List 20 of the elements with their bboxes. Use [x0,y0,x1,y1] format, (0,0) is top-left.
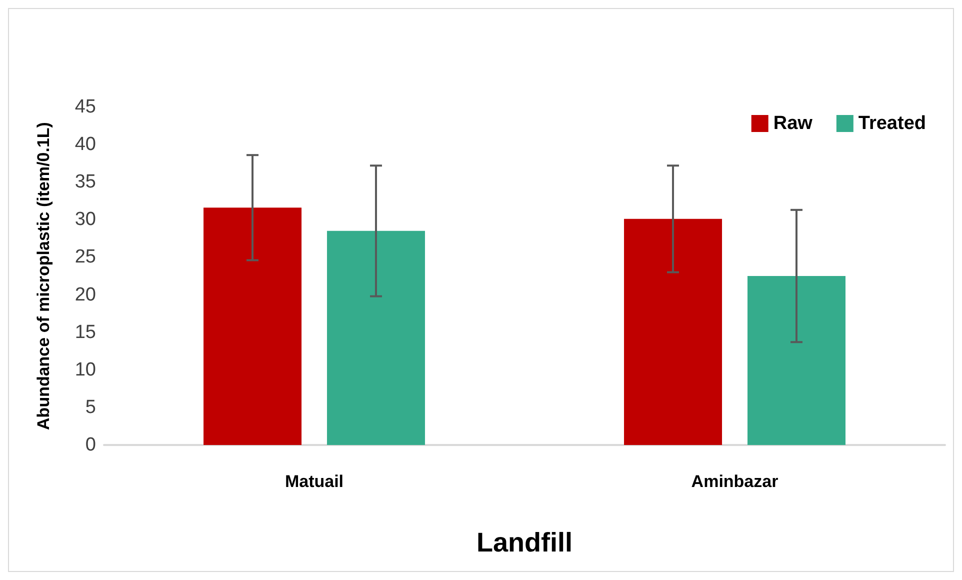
y-tick-label: 40 [74,134,96,156]
y-tick-label: 45 [74,96,96,118]
bar [747,276,846,445]
y-tick-label: 20 [74,284,96,306]
y-tick-label: 30 [74,209,96,230]
bar [204,208,302,445]
legend-label: Raw [773,113,813,134]
y-tick-label: 25 [74,246,96,268]
y-tick-label: 0 [85,434,96,456]
bar [624,218,722,445]
legend-label: Treated [858,113,926,134]
x-tick-label: Aminbazar [691,472,779,491]
y-tick-label: 15 [74,322,96,343]
bar [326,230,425,445]
y-tick-label: 5 [85,396,96,418]
x-tick-label: Matuail [284,472,344,491]
y-tick-label: 10 [74,359,96,380]
y-axis-title: Abundance of microplastic (item/0.1L) [34,122,53,430]
x-axis-title: Landfill [476,528,572,558]
y-tick-label: 35 [74,172,96,193]
